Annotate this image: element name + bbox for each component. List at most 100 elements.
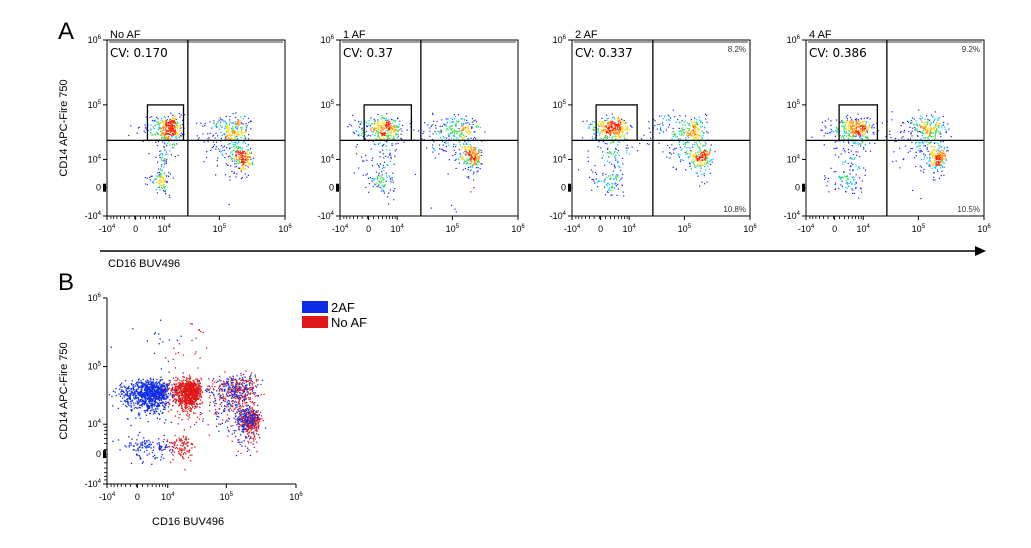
data-point	[600, 123, 602, 125]
data-point	[153, 180, 155, 182]
data-point	[387, 156, 389, 158]
data-point-no-af	[179, 398, 181, 400]
data-point	[614, 128, 617, 130]
data-point	[598, 181, 600, 183]
data-point	[942, 161, 944, 163]
x-tick-label: 104	[623, 224, 637, 234]
data-point	[228, 143, 230, 145]
data-point	[694, 151, 696, 153]
data-point	[366, 125, 368, 127]
data-point	[396, 133, 398, 135]
data-point	[150, 129, 152, 131]
data-point	[929, 128, 931, 130]
data-point	[151, 134, 153, 136]
data-point	[621, 173, 624, 175]
data-point	[915, 151, 917, 153]
data-point	[440, 137, 442, 139]
data-point	[249, 164, 251, 166]
data-point	[860, 122, 862, 124]
data-point	[378, 132, 380, 134]
data-point-2af	[244, 436, 247, 438]
data-point	[238, 147, 240, 150]
data-point-no-af	[188, 390, 190, 392]
data-point	[597, 146, 599, 148]
data-point	[245, 138, 247, 140]
data-point	[590, 123, 592, 125]
data-point	[869, 150, 872, 152]
data-point	[374, 127, 376, 129]
data-point	[924, 118, 926, 120]
data-point	[617, 131, 619, 133]
data-point	[833, 131, 835, 133]
data-point	[609, 124, 611, 126]
data-point	[473, 171, 475, 173]
data-point	[621, 129, 623, 131]
data-point-no-af	[199, 392, 201, 394]
data-point	[851, 157, 853, 159]
data-point	[689, 133, 692, 135]
data-point	[622, 121, 624, 123]
data-point	[451, 127, 453, 130]
data-point	[600, 180, 602, 182]
data-point	[164, 179, 166, 182]
data-point	[165, 129, 167, 131]
data-point	[706, 153, 708, 155]
data-point	[165, 161, 167, 163]
data-point-2af	[142, 444, 144, 447]
data-point	[355, 130, 357, 132]
data-point	[464, 167, 466, 170]
data-point	[616, 132, 618, 134]
data-point	[932, 163, 934, 165]
data-point-no-af	[192, 405, 194, 408]
data-point	[621, 177, 623, 179]
data-point	[606, 119, 608, 122]
data-point	[845, 130, 848, 132]
data-point	[466, 163, 468, 165]
data-point	[228, 125, 230, 127]
data-point	[857, 129, 859, 131]
data-point	[855, 123, 857, 125]
data-point	[678, 144, 680, 146]
data-point	[157, 140, 159, 142]
data-point	[454, 208, 456, 210]
data-point	[164, 157, 166, 160]
data-point	[432, 147, 435, 149]
data-point	[615, 147, 617, 150]
data-point-2af	[143, 404, 145, 406]
data-point	[617, 174, 619, 176]
data-point	[224, 139, 226, 141]
data-point	[688, 147, 690, 149]
data-point	[460, 129, 462, 131]
y-tick-label: 105	[553, 100, 567, 110]
data-point	[927, 162, 929, 165]
data-point-2af	[118, 393, 120, 395]
data-point	[158, 168, 160, 170]
data-point	[363, 160, 365, 162]
data-point	[615, 154, 617, 156]
data-point	[937, 156, 939, 158]
data-point	[468, 158, 471, 160]
data-point	[891, 119, 893, 121]
data-point	[371, 157, 374, 159]
data-point	[863, 146, 865, 149]
data-point-2af	[148, 383, 150, 385]
data-point	[851, 125, 853, 127]
data-point	[931, 136, 933, 138]
data-point-2af	[148, 386, 151, 388]
data-point	[386, 136, 388, 139]
data-point	[473, 187, 475, 189]
data-point-no-af	[206, 347, 208, 349]
data-point	[163, 127, 165, 129]
data-point	[659, 132, 661, 134]
data-point	[236, 134, 238, 136]
data-point-no-af	[254, 438, 256, 440]
data-point	[943, 174, 945, 176]
data-point	[911, 130, 913, 132]
data-point	[430, 125, 432, 127]
data-point	[168, 129, 170, 131]
data-point	[940, 151, 942, 153]
data-point-no-af	[182, 396, 184, 398]
data-point	[398, 126, 400, 128]
data-point	[696, 164, 698, 166]
